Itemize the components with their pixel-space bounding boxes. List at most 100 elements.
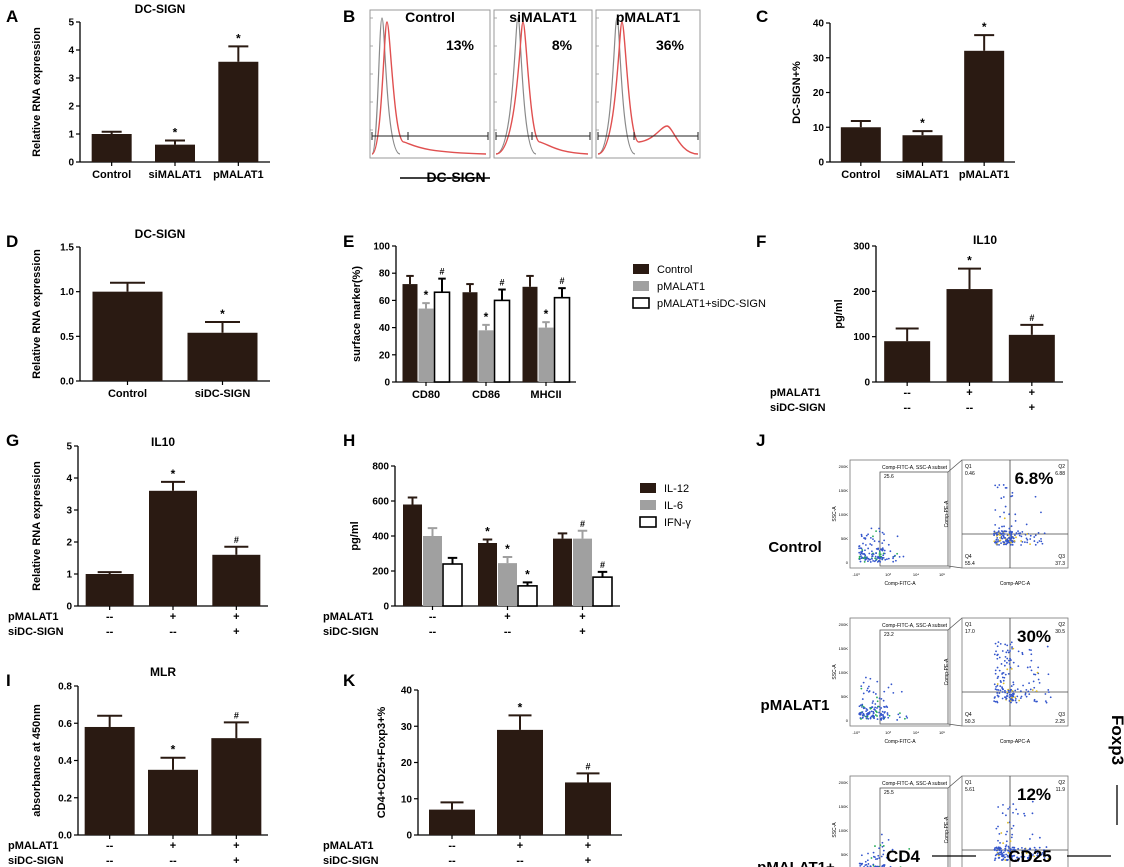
flow-percent: 12% [1017,785,1051,804]
x-tick-label-D: siDC-SIGN [195,388,251,400]
flow-dot [885,705,888,708]
bar-D [92,291,163,381]
flow-dot [1005,833,1007,836]
flow-dot [1010,667,1013,670]
y-tick-label-E: 40 [379,323,391,334]
flow-dot [1005,530,1008,533]
flow-axis-label: Comp-FITC-A [884,739,916,745]
bar-C [840,127,881,162]
flow-dot [1036,541,1039,544]
flow-dot [1028,682,1030,685]
flow-dot [1029,688,1032,691]
histogram-x-axis-label: DC-SIGN [426,169,485,185]
flow-dot [860,854,863,857]
flow-dot [872,864,875,867]
flow-dot [1040,511,1042,514]
flow-dot [1032,854,1034,856]
flow-dot [870,527,873,530]
bar-G [212,554,261,606]
flow-dot [882,557,885,559]
flow-dot [1009,852,1012,855]
flow-axis-label: Comp-PE-A [944,500,950,527]
flow-dot [867,547,870,550]
flow-dot [1014,849,1017,851]
flow-dot [1003,696,1006,699]
bar-H [592,576,613,607]
condition-value-H: -- [504,626,512,638]
flow-dot [1029,847,1031,850]
flow-quadrant-value: 0.46 [965,471,975,477]
flow-dot [1046,645,1049,648]
flow-dot [1011,859,1014,861]
flow-dot [1004,505,1007,508]
flow-dot [999,534,1001,537]
condition-row-label-F: pMALAT1 [770,387,821,399]
flow-dot [1000,497,1003,500]
histogram-stained-curve [597,21,699,155]
flow-dot [1003,660,1006,662]
flow-dot [1028,693,1031,696]
y-tick-label-K: 20 [401,758,413,769]
condition-value-I: + [233,855,239,867]
flow-dot [998,692,1001,695]
flow-dot [858,555,861,558]
flow-dot [1010,701,1012,704]
panel-G: G IL10 0 1 2 3 4 5 Relative RNA expression * # pMAL… [6,431,268,638]
flow-dot [1002,842,1005,844]
bar-A [91,134,132,162]
flow-dot [876,680,879,683]
flow-dot [1005,844,1008,847]
flow-dot [1005,814,1007,817]
flow-dot [874,714,877,716]
flow-dot [998,656,1001,659]
flow-dot [1009,848,1012,850]
flow-dot [1023,541,1026,544]
flow-scale-label: 100K [839,828,849,833]
flow-connector [947,723,963,727]
y-tick-label-K: 30 [401,722,413,733]
bar-E [402,284,418,382]
flow-dot [859,862,862,865]
flow-bottom-label-cd25: CD25 [1008,847,1051,866]
flow-dot [1009,690,1012,693]
flow-connector [947,775,963,789]
flow-quadrant-value: 11.9 [1056,787,1066,793]
flow-dot [1000,853,1003,856]
y-tick-label-D: 0.5 [60,332,74,343]
flow-dot [1033,855,1036,858]
flow-dot [1030,653,1033,656]
flow-dot [997,675,1000,678]
flow-dot [1033,673,1035,676]
y-tick-label-I: 0.0 [58,831,72,842]
flow-plot-frame [961,617,1069,727]
flow-dot [997,857,1000,859]
y-tick-label-H: 200 [372,567,389,578]
flow-dot [878,530,881,533]
panel-K: K 0 10 20 30 40 CD4+CD25+Foxp3+% * # pMALAT1 -- + + s… [323,671,622,867]
y-tick-label-A: 1 [68,130,74,141]
flow-dot [1008,531,1011,533]
y-tick-label-E: 20 [379,350,391,361]
flow-dot [868,552,871,555]
y-tick-label-E: 0 [384,378,390,389]
condition-value-K: -- [448,855,456,867]
flow-dot [862,681,865,684]
flow-dot [1011,693,1014,695]
significance-mark-E: * [424,288,429,302]
panel-letter-D: D [6,232,18,251]
flow-dot [1034,543,1037,546]
flow-dot [865,717,868,720]
flow-dot [880,697,883,700]
flow-dot [997,854,1000,857]
bar-H [517,585,538,607]
flow-dot [1008,659,1010,662]
flow-percent: 6.8% [1015,469,1054,488]
flow-dot [1021,851,1023,854]
flow-dot [1028,855,1031,857]
flow-dot [881,710,884,713]
flow-dot [1002,534,1005,537]
bar-F [1008,334,1055,382]
flow-sample-label: pMALAT1 [761,697,830,714]
flow-dot [1001,686,1003,689]
flow-dot [882,716,885,719]
